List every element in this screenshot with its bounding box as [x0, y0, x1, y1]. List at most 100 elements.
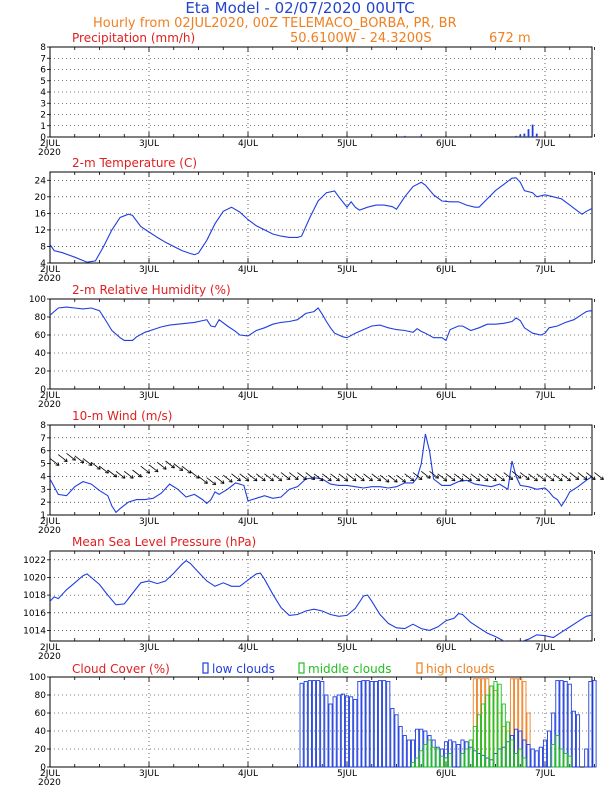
wind-arrowhead	[121, 475, 126, 479]
chart-title: Eta Model - 02/07/2020 00UTC	[185, 0, 414, 17]
wind-arrowhead	[517, 475, 522, 479]
wind-vector	[181, 465, 192, 474]
wind-vector	[66, 452, 76, 461]
x-tick-label: 2JUL	[40, 391, 60, 401]
series-line	[50, 177, 592, 263]
cloud-bar-mid	[468, 739, 473, 768]
wind-vector	[214, 476, 225, 484]
wind-vector	[280, 472, 291, 480]
cloud-bar-low	[357, 681, 362, 768]
panel-title: 2-m Relative Humidity (%)	[72, 283, 231, 297]
x-tick-label: 3JUL	[139, 391, 159, 401]
wind-vector	[396, 474, 406, 483]
cloud-bar-low	[547, 730, 552, 768]
wind-arrowhead	[443, 477, 448, 482]
wind-arrowhead	[467, 477, 472, 482]
x-tick-label: 5JUL	[337, 265, 357, 275]
cloud-bar-low	[456, 744, 461, 768]
cloud-bar-low	[452, 741, 457, 768]
cloud-bar-mid	[518, 748, 523, 768]
y-tick-label: 40	[35, 727, 47, 737]
x-tick-label: 4JUL	[238, 517, 258, 527]
y-tick-label: 100	[29, 295, 46, 305]
cloud-bar-low	[303, 681, 308, 768]
wind-arrowhead	[261, 477, 266, 482]
cloud-bar-low	[406, 739, 411, 768]
x-tick-label: 2JUL	[40, 769, 60, 779]
cloud-bar-low	[344, 695, 350, 768]
wind-vector	[49, 458, 60, 466]
y-tick-label: 3	[40, 99, 46, 109]
y-tick-label: 1022	[23, 556, 46, 566]
wind-vector	[404, 473, 414, 482]
cloud-bar-mid	[448, 753, 453, 768]
wind-vector	[495, 473, 505, 482]
y-tick-label: 7	[40, 434, 46, 444]
y-tick-label: 4	[40, 88, 46, 98]
wind-vector	[594, 472, 604, 480]
series-line	[50, 560, 592, 641]
wind-arrowhead	[220, 480, 225, 484]
cloud-bar-low	[530, 748, 535, 768]
cloud-bar-low	[390, 708, 395, 768]
x-tick-label: 5JUL	[337, 391, 357, 401]
wind-vector	[264, 473, 274, 482]
wind-arrowhead	[71, 457, 76, 461]
wind-vector	[322, 473, 332, 482]
cloud-bar-low	[369, 681, 374, 768]
cloud-bar-low	[542, 739, 548, 768]
x-tick-label: 5JUL	[337, 139, 357, 149]
y-tick-label: 16	[35, 209, 47, 219]
x-tick-label: 2JUL	[40, 517, 60, 527]
cloud-bar-low	[485, 757, 490, 768]
wind-arrowhead	[311, 476, 316, 480]
cloud-bar-low	[382, 680, 387, 768]
panel-frame	[49, 550, 593, 642]
y-tick-label: 20	[35, 367, 47, 377]
x-year-label: 2020	[38, 274, 61, 284]
wind-vector	[247, 473, 258, 482]
wind-arrowhead	[302, 476, 307, 480]
cloud-bar-low	[514, 728, 519, 768]
cloud-bar-mid	[410, 762, 416, 768]
panel-title: Cloud Cover (%)	[72, 662, 170, 676]
cloud-bar-low	[534, 750, 539, 768]
wind-arrowhead	[542, 477, 547, 482]
wind-arrowhead	[63, 458, 68, 462]
wind-arrowhead	[146, 470, 151, 474]
wind-vector	[577, 472, 588, 480]
wind-vector	[313, 473, 324, 482]
panel-title: 10-m Wind (m/s)	[72, 409, 172, 423]
cloud-bar-low	[563, 681, 568, 768]
wind-arrowhead	[566, 477, 571, 482]
wind-arrowhead	[319, 477, 324, 482]
x-tick-label: 7JUL	[535, 517, 555, 527]
wind-vector	[91, 461, 101, 470]
wind-arrowhead	[96, 466, 101, 470]
wind-vector	[165, 460, 175, 469]
wind-vector	[355, 473, 365, 482]
wind-vector	[511, 470, 522, 479]
cloud-bar-mid	[497, 683, 502, 768]
panel-frame	[49, 298, 593, 390]
cloud-bar-low	[555, 680, 560, 768]
wind-arrowhead	[253, 477, 258, 482]
cloud-bar-low	[340, 693, 345, 768]
cloud-bar-low	[398, 726, 403, 768]
y-tick-label: 60	[35, 331, 47, 341]
wind-vector	[297, 472, 307, 480]
x-tick-label: 4JUL	[238, 265, 258, 275]
wind-vector	[379, 474, 390, 483]
panel-rh: 2JUL 3JUL 4JUL 5JUL 6JUL 7JUL 2020 0 20 40 60 80 100…	[29, 283, 595, 410]
cloud-bar-low	[320, 681, 325, 768]
wind-arrowhead	[484, 477, 489, 482]
y-tick-label: 5	[40, 77, 46, 87]
x-tick-label: 3JUL	[139, 769, 159, 779]
wind-arrowhead	[385, 479, 390, 483]
cloud-bar-low	[592, 680, 597, 768]
y-tick-label: 0	[40, 385, 46, 395]
cloud-bar-low	[584, 748, 589, 768]
wind-arrowhead	[80, 459, 85, 464]
x-tick-label: 6JUL	[436, 769, 456, 779]
